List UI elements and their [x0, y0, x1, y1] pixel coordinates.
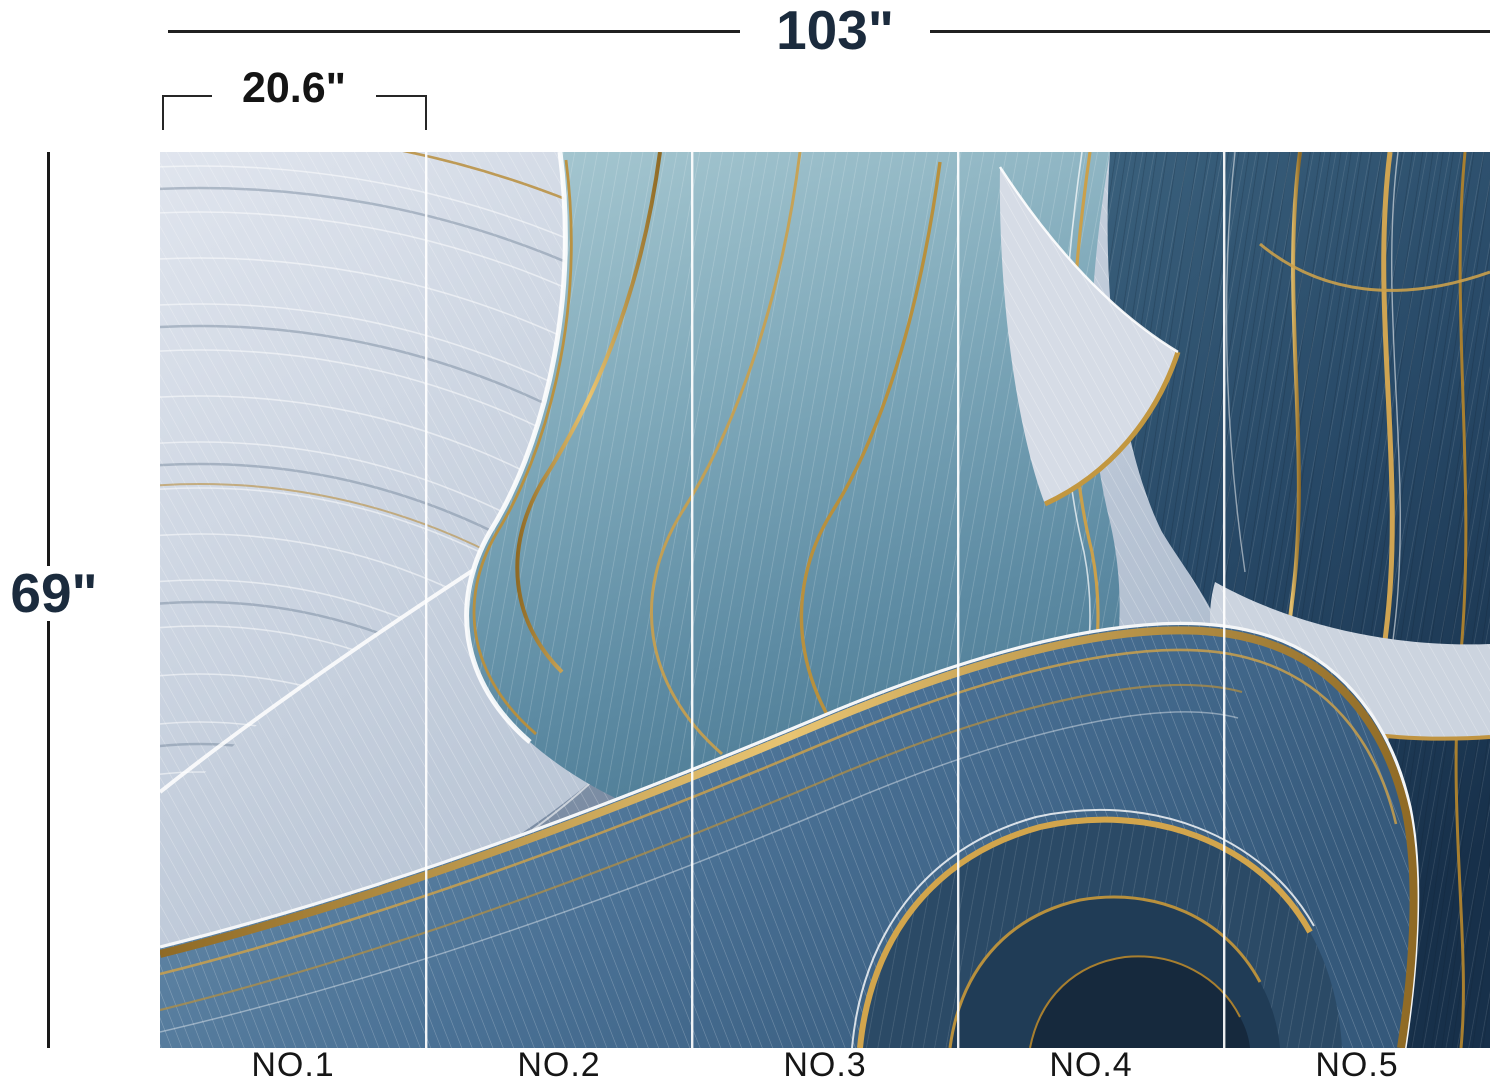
silver-wedge [998, 166, 1181, 507]
panel-labels-row: NO.1 NO.2 NO.3 NO.4 NO.5 [160, 1048, 1490, 1081]
mural-artwork-svg [160, 152, 1490, 1048]
mural-artwork [160, 152, 1490, 1048]
panel-label-4: NO.4 [1049, 1046, 1133, 1081]
panel-label-5: NO.5 [1315, 1046, 1399, 1081]
panel-separator-lines [425, 152, 1226, 1048]
panel-label-3: NO.3 [783, 1046, 867, 1081]
panel-width-value: 20.6" [212, 67, 376, 110]
panel-label-1: NO.1 [251, 1046, 335, 1081]
total-height-value: 69" [0, 566, 108, 621]
total-width-value: 103" [740, 3, 930, 58]
navy-domes [851, 808, 1342, 1048]
panel-label-2: NO.2 [517, 1046, 601, 1081]
silver-swirl [160, 152, 950, 822]
